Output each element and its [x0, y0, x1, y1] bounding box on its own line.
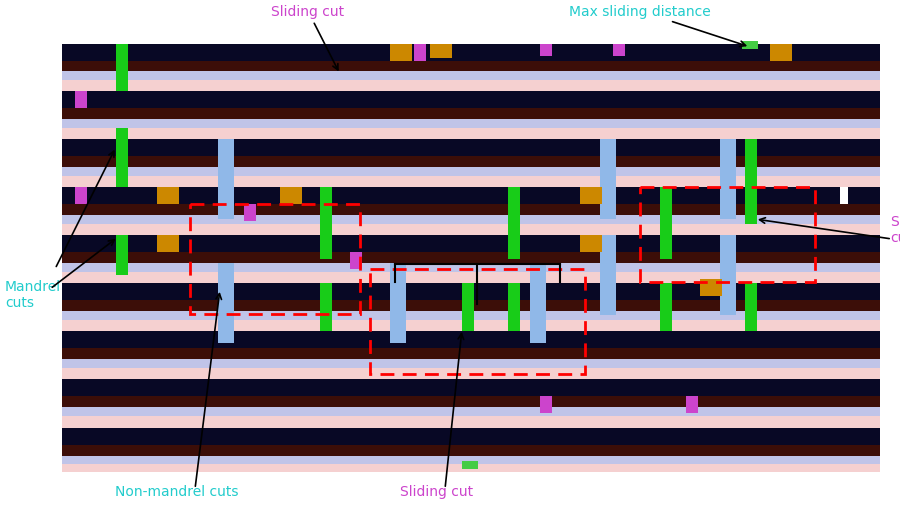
Bar: [720, 140, 736, 220]
Bar: [62, 300, 880, 312]
Bar: [62, 205, 880, 216]
Bar: [660, 283, 672, 331]
Bar: [840, 188, 848, 205]
Bar: [218, 140, 234, 220]
Bar: [62, 407, 880, 416]
Bar: [280, 188, 302, 205]
Bar: [62, 320, 880, 331]
Bar: [244, 205, 256, 222]
Bar: [745, 283, 757, 331]
Bar: [580, 235, 602, 252]
Bar: [62, 464, 880, 472]
Bar: [62, 168, 880, 177]
Bar: [62, 225, 880, 235]
Bar: [770, 45, 792, 62]
Bar: [62, 120, 880, 129]
Bar: [62, 456, 880, 464]
Bar: [157, 188, 179, 205]
Bar: [613, 45, 625, 57]
Bar: [540, 45, 552, 57]
Bar: [430, 45, 452, 59]
Bar: [508, 188, 520, 260]
Bar: [700, 279, 722, 296]
Bar: [508, 283, 520, 331]
Bar: [600, 235, 616, 316]
Bar: [320, 283, 332, 331]
Bar: [580, 188, 602, 205]
Bar: [380, 81, 875, 92]
Text: Sliding
cut: Sliding cut: [890, 215, 900, 244]
Bar: [390, 45, 412, 62]
Bar: [62, 428, 880, 445]
Bar: [742, 42, 758, 50]
Bar: [320, 188, 332, 260]
Bar: [745, 140, 757, 225]
Bar: [62, 359, 880, 368]
Bar: [62, 283, 880, 300]
Bar: [62, 379, 880, 396]
Bar: [62, 348, 880, 359]
Bar: [62, 129, 880, 140]
Bar: [218, 264, 234, 343]
Bar: [62, 416, 880, 428]
Bar: [62, 109, 880, 120]
Bar: [116, 45, 128, 92]
Bar: [116, 235, 128, 275]
Bar: [62, 188, 880, 205]
Bar: [75, 188, 87, 205]
Bar: [530, 264, 546, 343]
Bar: [462, 283, 474, 331]
Bar: [686, 396, 698, 413]
Bar: [62, 368, 880, 379]
Bar: [390, 264, 406, 343]
Bar: [62, 216, 880, 225]
Bar: [75, 92, 87, 109]
Bar: [62, 396, 880, 407]
Bar: [640, 188, 815, 282]
Bar: [62, 273, 880, 283]
Bar: [660, 188, 672, 260]
Bar: [62, 45, 880, 62]
Bar: [62, 331, 880, 348]
Bar: [62, 252, 880, 264]
Bar: [62, 312, 880, 320]
Bar: [462, 461, 478, 469]
Bar: [720, 235, 736, 316]
Text: Sliding cut: Sliding cut: [400, 484, 473, 498]
Bar: [540, 396, 552, 413]
Text: Mandrel
cuts: Mandrel cuts: [5, 279, 61, 310]
Bar: [414, 45, 426, 62]
Bar: [62, 81, 880, 92]
Text: Sliding cut: Sliding cut: [272, 5, 345, 71]
Text: Non-mandrel cuts: Non-mandrel cuts: [115, 484, 238, 498]
Bar: [62, 72, 880, 81]
Bar: [116, 129, 128, 188]
Bar: [370, 270, 585, 374]
Bar: [600, 140, 616, 220]
Bar: [157, 235, 179, 252]
Bar: [62, 157, 880, 168]
Bar: [62, 62, 880, 72]
Bar: [190, 205, 360, 315]
Bar: [350, 252, 362, 270]
Bar: [62, 140, 880, 157]
Text: Max sliding distance: Max sliding distance: [569, 5, 745, 47]
Bar: [62, 235, 880, 252]
Bar: [62, 264, 880, 273]
Bar: [62, 445, 880, 456]
Bar: [62, 92, 880, 109]
Bar: [62, 177, 880, 188]
